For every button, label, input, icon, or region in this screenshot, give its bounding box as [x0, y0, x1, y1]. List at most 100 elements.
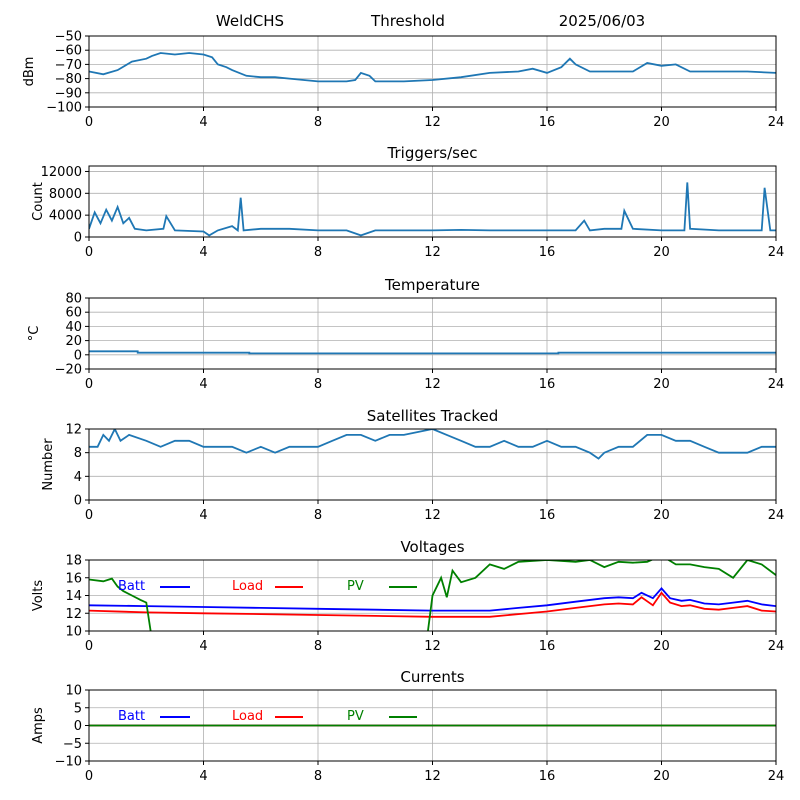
x-tick-label: 0 [85, 508, 93, 523]
series-line-signal [89, 52, 776, 83]
y-tick-label: −100 [46, 101, 82, 116]
x-tick-label: 0 [85, 639, 93, 654]
x-tick-label: 16 [539, 508, 556, 523]
series-line-satellites [89, 429, 776, 460]
chart-title: Currents [400, 668, 464, 686]
chart-voltages: 0 4 8 12 16 20 24 10 12 14 16 18 Voltages Volts Batt Lo… [31, 538, 784, 654]
x-tick-label: 4 [199, 769, 207, 784]
x-tick-label: 4 [199, 639, 207, 654]
y-tick-label: 12000 [41, 165, 82, 180]
y-tick-label: −20 [55, 363, 82, 378]
chart-signal: 0 4 8 12 16 20 24 −100−90−80−70−60−50 dBm [22, 30, 784, 131]
y-tick-label: 8000 [49, 187, 82, 202]
y-tick-label: 12 [65, 423, 82, 438]
x-tick-label: 12 [424, 115, 441, 130]
y-axis-label: °C [27, 326, 42, 342]
x-tick-label: 8 [314, 115, 322, 130]
y-axis-label: Number [41, 438, 56, 491]
header-date: 2025/06/03 [559, 12, 645, 30]
y-tick-label: 16 [65, 571, 82, 586]
series-line-pv [89, 560, 776, 631]
x-tick-label: 16 [539, 639, 556, 654]
series-line-batt [89, 587, 776, 612]
chart-title: Satellites Tracked [367, 407, 498, 425]
x-tick-label: 20 [653, 769, 670, 784]
x-tick-label: 20 [653, 377, 670, 392]
y-tick-label: −60 [55, 44, 82, 59]
x-tick-label: 24 [768, 245, 785, 260]
y-tick-label: 4000 [49, 209, 82, 224]
x-tick-label: 8 [314, 377, 322, 392]
y-axis-label: dBm [22, 57, 37, 87]
x-tick-label: 4 [199, 377, 207, 392]
x-tick-label: 4 [199, 115, 207, 130]
x-tick-label: 12 [424, 508, 441, 523]
x-tick-label: 4 [199, 245, 207, 260]
legend-label-batt: Batt [118, 709, 145, 724]
header-mode: Threshold [370, 12, 445, 30]
y-tick-label: 0 [74, 231, 82, 246]
x-tick-label: 0 [85, 245, 93, 260]
series-line-temperature [89, 350, 776, 355]
chart-triggers: 0 4 8 12 16 20 24 0 4000 8000 12000 Triggers/sec Cou… [31, 144, 784, 260]
x-tick-label: 20 [653, 115, 670, 130]
x-tick-label: 8 [314, 245, 322, 260]
legend-label-batt: Batt [118, 579, 145, 594]
legend-label-pv: PV [347, 579, 364, 594]
y-axis-label: Count [31, 182, 46, 221]
y-tick-label: 18 [65, 554, 82, 569]
x-tick-label: 12 [424, 639, 441, 654]
x-tick-label: 24 [768, 377, 785, 392]
series-line-load [89, 591, 776, 618]
chart-title: Temperature [384, 276, 480, 294]
chart-title: Voltages [400, 538, 464, 556]
x-tick-label: 24 [768, 115, 785, 130]
chart-satellites: 0 4 8 12 16 20 24 0 4 8 12 Satellites Tracked Number [41, 407, 784, 523]
x-tick-label: 16 [539, 115, 556, 130]
y-tick-label: 4 [74, 470, 82, 485]
x-tick-label: 0 [85, 115, 93, 130]
chart-currents: 0 4 8 12 16 20 24 −10 −5 0 5 10 Currents Amps Batt Load… [31, 668, 784, 784]
x-tick-label: 8 [314, 508, 322, 523]
x-tick-label: 24 [768, 639, 785, 654]
x-tick-label: 8 [314, 639, 322, 654]
x-tick-label: 20 [653, 245, 670, 260]
y-tick-label: 40 [65, 320, 82, 335]
series-line-triggers [89, 182, 776, 237]
header-site: WeldCHS [216, 12, 284, 30]
legend-label-pv: PV [347, 709, 364, 724]
y-tick-label: 0 [74, 494, 82, 509]
y-tick-label: 8 [74, 446, 82, 461]
y-tick-label: −5 [63, 737, 82, 752]
x-tick-label: 16 [539, 769, 556, 784]
y-tick-label: 60 [65, 306, 82, 321]
y-axis-label: Amps [31, 707, 46, 744]
x-tick-label: 12 [424, 377, 441, 392]
x-tick-label: 8 [314, 769, 322, 784]
x-tick-label: 0 [85, 377, 93, 392]
x-tick-label: 4 [199, 508, 207, 523]
x-tick-label: 24 [768, 769, 785, 784]
chart-title: Triggers/sec [387, 144, 478, 162]
x-tick-label: 16 [539, 245, 556, 260]
x-tick-label: 12 [424, 245, 441, 260]
y-tick-label: 14 [65, 589, 82, 604]
y-tick-label: 10 [65, 625, 82, 640]
x-tick-label: 20 [653, 508, 670, 523]
x-tick-label: 16 [539, 377, 556, 392]
y-tick-label: −90 [55, 86, 82, 101]
x-tick-label: 0 [85, 769, 93, 784]
y-tick-label: 0 [74, 719, 82, 734]
y-tick-label: −80 [55, 72, 82, 87]
legend-label-load: Load [232, 709, 263, 724]
y-tick-label: 10 [65, 684, 82, 699]
y-tick-label: −50 [55, 30, 82, 45]
x-tick-label: 20 [653, 639, 670, 654]
y-tick-label: −70 [55, 58, 82, 73]
y-tick-label: −10 [55, 755, 82, 770]
y-tick-label: 0 [74, 348, 82, 363]
y-axis-label: Volts [31, 580, 46, 612]
x-tick-label: 12 [424, 769, 441, 784]
